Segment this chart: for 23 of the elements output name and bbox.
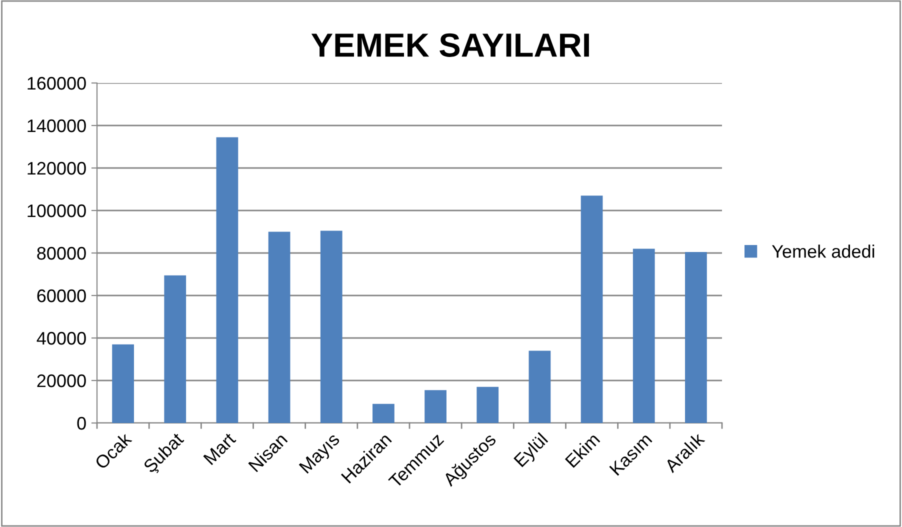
bar (685, 252, 707, 423)
y-tick-label: 100000 (28, 204, 86, 218)
bar (112, 344, 134, 423)
y-tick-label: 40000 (36, 332, 86, 345)
bar (632, 248, 655, 423)
y-tick-label: 80000 (37, 246, 86, 260)
y-tick-label: 20000 (37, 374, 86, 388)
bar (216, 137, 238, 423)
y-tick-label: 120000 (28, 162, 86, 175)
chart-title: YEMEK SAYILARI (311, 33, 589, 57)
y-tick-label: 0 (77, 416, 86, 430)
bar (268, 232, 290, 423)
bar (372, 404, 394, 423)
legend-label: Yemek adedi (772, 244, 874, 258)
bar (424, 390, 446, 423)
bar (528, 350, 551, 423)
y-tick-label: 140000 (28, 119, 86, 132)
y-tick-label: 160000 (28, 76, 86, 90)
bar (320, 230, 342, 423)
bar (476, 386, 499, 423)
bar (164, 275, 186, 423)
bar (580, 196, 603, 423)
y-tick-label: 60000 (37, 289, 86, 302)
